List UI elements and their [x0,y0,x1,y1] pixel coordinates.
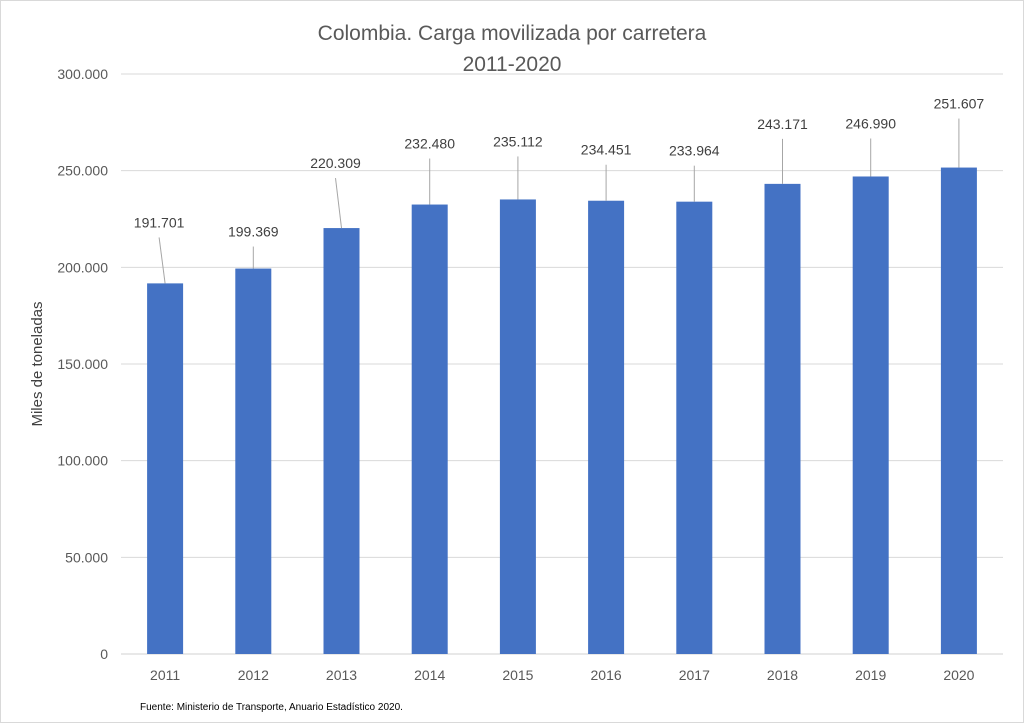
bar-2011 [147,283,184,654]
y-tick-label: 250.000 [57,163,108,179]
x-tick-label: 2017 [679,667,710,683]
bar-2017 [676,201,713,654]
chart-title: Colombia. Carga movilizada por carretera [318,22,707,45]
y-tick-label: 200.000 [57,259,108,275]
x-tick-label: 2020 [943,667,974,683]
data-label: 251.607 [934,96,985,112]
y-tick-label: 100.000 [57,453,108,469]
bar-2016 [588,200,625,654]
bar-2020 [940,167,977,654]
bar-2015 [499,199,536,654]
data-label: 235.112 [493,133,543,149]
bar-2018 [764,183,801,655]
x-tick-label: 2014 [414,667,445,683]
y-tick-label: 0 [100,646,108,662]
x-tick-label: 2013 [326,667,357,683]
y-tick-label: 50.000 [65,549,108,565]
chart-subtitle: 2011-2020 [463,53,562,76]
data-label: 233.964 [669,143,720,159]
bar-2014 [411,204,448,654]
x-tick-label: 2018 [767,667,798,683]
bar-2013 [323,228,360,654]
x-tick-label: 2019 [855,667,886,683]
x-tick-label: 2015 [502,667,533,683]
x-tick-label: 2012 [238,667,269,683]
data-label: 220.309 [310,155,361,171]
leader-line [158,237,166,284]
data-label: 232.480 [404,136,455,152]
y-tick-label: 150.000 [57,356,108,372]
bar-2019 [852,176,889,654]
data-label: 191.701 [134,214,185,230]
data-label: 234.451 [581,142,632,158]
y-axis-label: Miles de toneladas [29,301,46,426]
data-label: 246.990 [845,115,896,131]
bar-2012 [235,268,272,654]
data-label: 243.171 [757,116,808,132]
data-label: 199.369 [228,224,279,240]
x-tick-label: 2016 [591,667,622,683]
leader-line [335,178,342,229]
y-tick-label: 300.000 [57,66,108,82]
x-tick-label: 2011 [150,667,180,683]
source-note: Fuente: Ministerio de Transporte, Anuari… [140,702,403,713]
